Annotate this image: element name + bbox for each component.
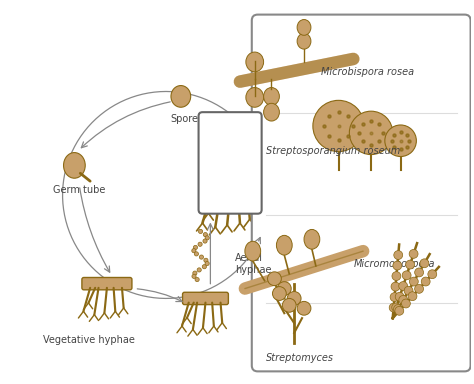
Circle shape — [237, 130, 242, 135]
Circle shape — [203, 233, 208, 237]
Circle shape — [224, 170, 229, 175]
Circle shape — [297, 301, 311, 315]
Circle shape — [192, 274, 196, 278]
Circle shape — [392, 303, 401, 312]
Circle shape — [200, 255, 203, 259]
Text: Vegetative hyphae: Vegetative hyphae — [43, 335, 135, 345]
Circle shape — [192, 248, 196, 253]
Circle shape — [349, 111, 393, 154]
Ellipse shape — [264, 103, 279, 121]
Circle shape — [406, 260, 415, 269]
Circle shape — [202, 265, 206, 269]
Circle shape — [228, 167, 233, 172]
Circle shape — [223, 177, 228, 181]
Circle shape — [390, 293, 399, 301]
Circle shape — [401, 299, 410, 308]
Ellipse shape — [297, 20, 311, 35]
Circle shape — [237, 158, 242, 163]
FancyBboxPatch shape — [199, 112, 262, 214]
Circle shape — [234, 124, 239, 129]
Circle shape — [193, 245, 198, 250]
Circle shape — [402, 271, 411, 280]
Circle shape — [199, 229, 202, 233]
Circle shape — [229, 121, 235, 126]
Circle shape — [204, 258, 208, 262]
Circle shape — [421, 277, 430, 286]
Ellipse shape — [264, 88, 279, 105]
Circle shape — [393, 261, 402, 270]
Circle shape — [195, 278, 199, 281]
Circle shape — [393, 305, 402, 313]
Ellipse shape — [304, 230, 320, 249]
Text: Streptomyces: Streptomyces — [265, 353, 334, 362]
Circle shape — [408, 292, 417, 301]
FancyBboxPatch shape — [82, 278, 132, 290]
Circle shape — [267, 272, 282, 286]
Circle shape — [229, 136, 234, 141]
Ellipse shape — [297, 33, 311, 49]
Circle shape — [404, 286, 413, 295]
Text: Micromonospora: Micromonospora — [353, 259, 435, 269]
Circle shape — [225, 139, 229, 144]
Text: Microbispora rosea: Microbispora rosea — [321, 67, 414, 77]
Ellipse shape — [246, 88, 264, 107]
Circle shape — [230, 152, 236, 157]
Circle shape — [415, 285, 424, 293]
Circle shape — [394, 251, 403, 260]
FancyBboxPatch shape — [182, 292, 228, 305]
Text: Streptosporangium roseum: Streptosporangium roseum — [265, 146, 400, 156]
Circle shape — [273, 286, 286, 300]
Circle shape — [391, 282, 400, 291]
Circle shape — [399, 281, 408, 290]
Text: Germ tube: Germ tube — [53, 185, 105, 195]
Ellipse shape — [245, 241, 261, 261]
Circle shape — [389, 303, 398, 312]
Circle shape — [287, 291, 301, 305]
Circle shape — [395, 306, 404, 315]
Circle shape — [409, 250, 418, 258]
Ellipse shape — [276, 235, 292, 255]
Circle shape — [235, 155, 240, 160]
Circle shape — [198, 242, 202, 247]
Circle shape — [237, 127, 242, 132]
Circle shape — [194, 252, 199, 256]
Ellipse shape — [246, 52, 264, 72]
Circle shape — [428, 270, 437, 279]
Circle shape — [277, 282, 291, 295]
Circle shape — [385, 125, 416, 157]
Circle shape — [420, 259, 429, 268]
Circle shape — [227, 180, 231, 184]
Circle shape — [237, 161, 242, 166]
Ellipse shape — [171, 86, 191, 107]
Circle shape — [410, 277, 418, 286]
Circle shape — [222, 146, 227, 150]
Circle shape — [283, 298, 296, 312]
Circle shape — [395, 292, 404, 301]
Circle shape — [222, 173, 227, 178]
Circle shape — [222, 142, 227, 147]
Circle shape — [234, 133, 239, 138]
Circle shape — [415, 268, 424, 277]
Circle shape — [203, 239, 207, 243]
Circle shape — [313, 100, 364, 152]
Circle shape — [197, 268, 201, 272]
Circle shape — [399, 295, 408, 304]
Text: Aerial
hyphae: Aerial hyphae — [235, 253, 272, 275]
Circle shape — [392, 271, 401, 280]
Ellipse shape — [64, 152, 85, 178]
Circle shape — [205, 236, 210, 240]
Circle shape — [233, 164, 238, 169]
Circle shape — [226, 149, 230, 154]
Circle shape — [205, 262, 209, 266]
FancyBboxPatch shape — [202, 183, 258, 197]
FancyBboxPatch shape — [252, 15, 471, 371]
Circle shape — [193, 271, 197, 275]
Text: Spore: Spore — [171, 114, 199, 124]
